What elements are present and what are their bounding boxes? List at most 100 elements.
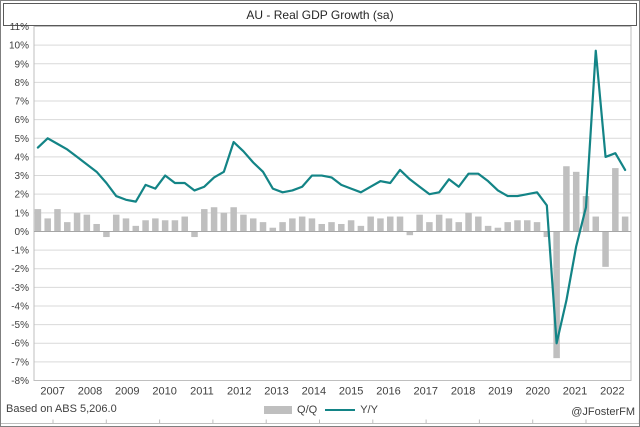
qq-bar xyxy=(504,222,511,232)
qq-bar xyxy=(514,220,521,232)
legend-label-qq: Q/Q xyxy=(297,404,318,416)
qq-bar xyxy=(524,220,531,232)
qq-bar xyxy=(210,207,218,232)
qq-bar xyxy=(132,225,140,232)
svg-text:2010: 2010 xyxy=(152,386,176,398)
svg-text:2020: 2020 xyxy=(525,386,549,398)
qq-bar xyxy=(308,218,316,232)
svg-text:2013: 2013 xyxy=(264,386,288,398)
svg-text:-7%: -7% xyxy=(11,357,29,368)
svg-text:2009: 2009 xyxy=(115,386,139,398)
svg-text:7%: 7% xyxy=(15,97,30,108)
svg-text:2012: 2012 xyxy=(227,386,251,398)
qq-bar xyxy=(328,222,335,232)
qq-bar xyxy=(318,223,325,232)
qq-bar xyxy=(249,218,257,232)
bottom-edge-strip xyxy=(1,419,639,424)
legend-item-qq: Q/Q xyxy=(264,404,317,416)
qq-bar-swatch-icon xyxy=(264,406,293,414)
svg-text:-6%: -6% xyxy=(11,339,29,350)
svg-text:2022: 2022 xyxy=(600,386,624,398)
svg-text:-8%: -8% xyxy=(11,376,29,387)
svg-text:2016: 2016 xyxy=(376,386,400,398)
qq-bar xyxy=(357,225,365,232)
qq-bar xyxy=(612,168,619,232)
qq-bar xyxy=(83,214,91,232)
svg-text:2%: 2% xyxy=(15,190,30,201)
qq-bar xyxy=(181,216,188,232)
svg-text:10%: 10% xyxy=(9,41,29,52)
svg-text:2019: 2019 xyxy=(488,386,512,398)
qq-bar xyxy=(240,214,247,232)
svg-text:-3%: -3% xyxy=(11,283,29,294)
svg-text:-1%: -1% xyxy=(11,246,29,257)
svg-text:0%: 0% xyxy=(15,227,30,238)
yy-line xyxy=(36,49,627,345)
qq-bar xyxy=(621,216,629,232)
svg-text:4%: 4% xyxy=(15,152,30,163)
qq-bar xyxy=(416,214,423,232)
qq-bar xyxy=(494,227,502,232)
svg-text:2014: 2014 xyxy=(302,386,326,398)
qq-bar xyxy=(367,216,374,232)
source-note: Based on ABS 5,206.0 xyxy=(6,403,117,415)
qq-bar xyxy=(553,231,560,359)
title-bar: AU - Real GDP Growth (sa) xyxy=(3,3,637,26)
qq-bar xyxy=(347,220,355,232)
footer-row: Based on ABS 5,206.0 Q/Q Y/Y @JFosterFM xyxy=(1,400,639,420)
qq-bar xyxy=(406,231,414,236)
qq-bar xyxy=(465,212,472,232)
legend-label-yy: Y/Y xyxy=(360,404,378,416)
qq-bar xyxy=(582,196,590,232)
qq-bar xyxy=(152,218,159,232)
qq-bar xyxy=(191,231,198,238)
plot-border xyxy=(33,26,632,381)
svg-text:2007: 2007 xyxy=(40,386,64,398)
qq-bar xyxy=(44,218,51,232)
qq-bar xyxy=(161,220,169,232)
legend-item-yy: Y/Y xyxy=(325,404,378,416)
qq-bar xyxy=(396,216,404,232)
qq-bar xyxy=(484,225,492,232)
qq-bar xyxy=(54,209,61,232)
svg-text:5%: 5% xyxy=(15,134,30,145)
qq-bar xyxy=(563,166,570,232)
qq-bar xyxy=(73,212,81,232)
svg-text:6%: 6% xyxy=(15,115,30,126)
qq-bar xyxy=(592,216,600,232)
qq-bar xyxy=(259,222,267,232)
svg-text:1%: 1% xyxy=(15,208,30,219)
qq-bar xyxy=(93,223,100,232)
chart-title: AU - Real GDP Growth (sa) xyxy=(246,7,394,22)
qq-bar xyxy=(112,214,120,232)
qq-bar xyxy=(455,222,463,232)
qq-bar xyxy=(533,222,541,232)
qq-bar xyxy=(445,218,453,232)
svg-text:2008: 2008 xyxy=(78,386,102,398)
qq-bar xyxy=(426,222,433,232)
qq-bar xyxy=(377,218,384,232)
qq-bar xyxy=(103,231,110,238)
qq-bar xyxy=(435,214,443,232)
qq-bar xyxy=(142,220,149,232)
qq-bar xyxy=(171,220,179,232)
svg-text:2021: 2021 xyxy=(563,386,587,398)
svg-text:-4%: -4% xyxy=(11,301,29,312)
y-axis-labels: 11% 10% 9% 8% 7% 6% 5% 4% 3% 2% 1% 0% -1% -2% -3% -4% -5… xyxy=(9,22,29,387)
qq-bar xyxy=(279,222,286,232)
svg-text:2015: 2015 xyxy=(339,386,363,398)
svg-text:9%: 9% xyxy=(15,59,30,70)
svg-text:8%: 8% xyxy=(15,78,30,89)
yy-line-swatch-icon xyxy=(325,408,356,412)
qq-bar xyxy=(220,212,228,232)
qq-bar xyxy=(34,209,42,232)
qq-bar xyxy=(298,216,306,232)
svg-text:-5%: -5% xyxy=(11,320,29,331)
svg-text:2017: 2017 xyxy=(414,386,438,398)
qq-bar xyxy=(386,216,394,232)
qq-bar xyxy=(269,227,277,232)
qq-bar xyxy=(122,218,130,232)
svg-text:2018: 2018 xyxy=(451,386,475,398)
